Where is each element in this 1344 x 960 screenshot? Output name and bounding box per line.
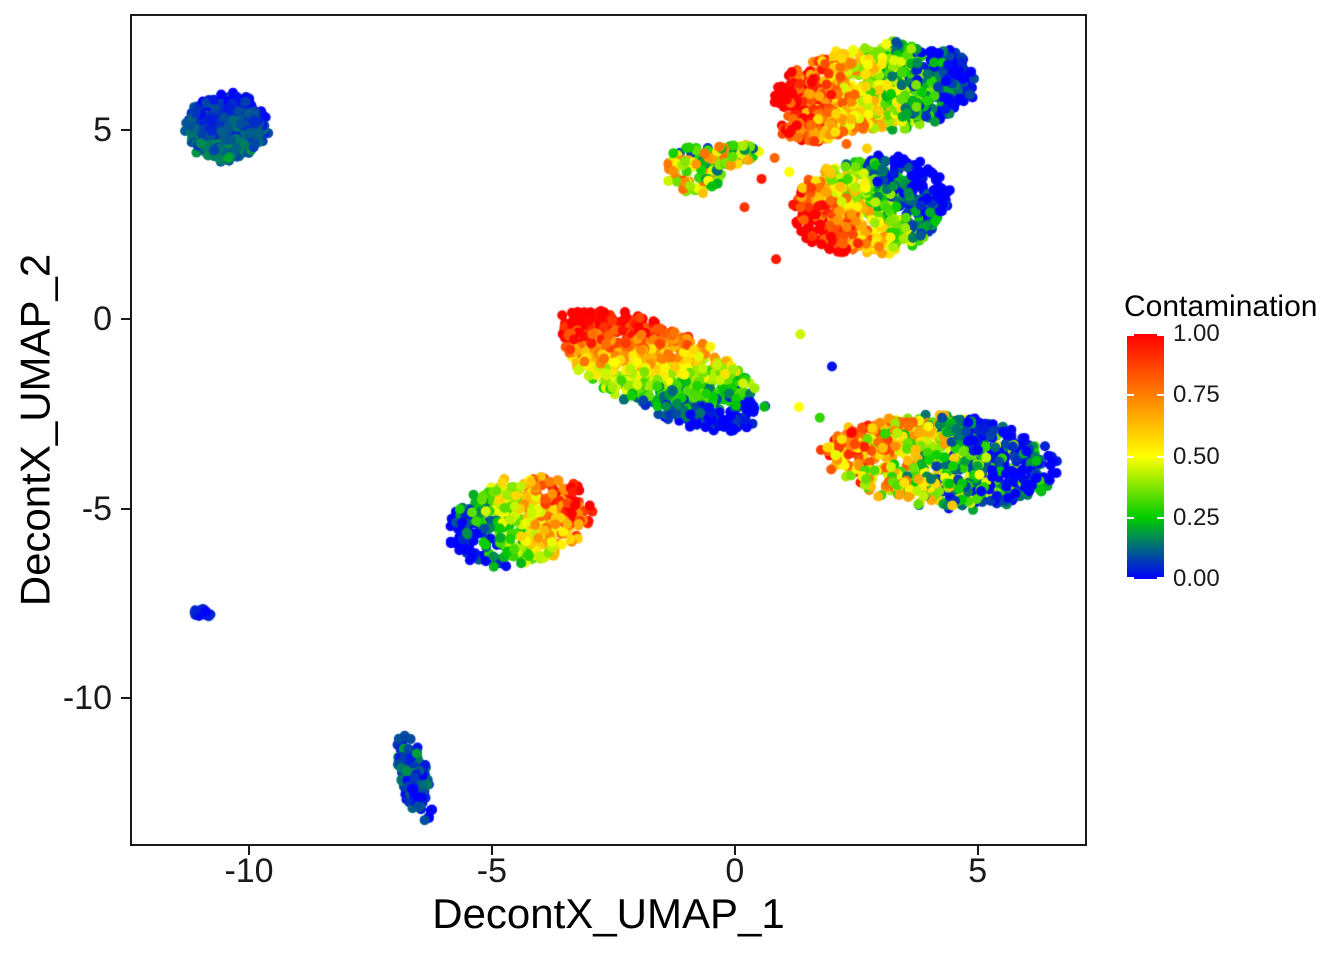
legend-tick-mark [1127,577,1134,579]
y-tick-mark [121,318,130,321]
x-tick-mark [248,846,251,855]
plot-panel [130,14,1087,846]
legend-tick-label: 0.75 [1173,381,1220,409]
y-axis-title-wrap: DecontX_UMAP_2 [0,14,70,846]
legend-tick-mark [1157,334,1164,336]
y-tick-label: 5 [93,110,112,149]
x-tick-label: -5 [476,852,508,890]
legend-tick-mark [1157,394,1164,397]
y-tick-mark [121,697,130,700]
x-tick-mark [490,846,493,855]
legend-tick-mark [1157,516,1164,519]
legend-tick-mark [1127,394,1134,397]
scatter-points-canvas [132,16,1085,844]
y-tick-mark [121,507,130,510]
y-tick-mark [121,128,130,131]
x-tick-mark [976,846,979,855]
legend-tick-mark [1157,577,1164,579]
legend-tick-mark [1127,516,1134,519]
legend-tick-label: 0.00 [1173,565,1220,592]
y-tick-label: 0 [93,300,112,339]
legend-tick-label: 0.50 [1173,442,1220,470]
legend-title: Contamination [1124,290,1318,323]
y-tick-label: -10 [62,679,112,718]
x-tick-mark [733,846,736,855]
legend-tick-label: 1.00 [1173,320,1220,347]
x-tick-label: 5 [968,852,988,890]
legend-tick-mark [1127,334,1134,336]
y-axis-title: DecontX_UMAP_2 [11,253,59,607]
legend-tick-mark [1157,455,1164,458]
legend-tick-label: 0.25 [1173,503,1220,531]
x-tick-label: -10 [224,852,274,890]
x-axis-title: DecontX_UMAP_1 [432,890,785,937]
legend-tick-mark [1127,455,1134,458]
y-tick-label: -5 [81,489,112,528]
x-tick-label: 0 [725,852,745,890]
